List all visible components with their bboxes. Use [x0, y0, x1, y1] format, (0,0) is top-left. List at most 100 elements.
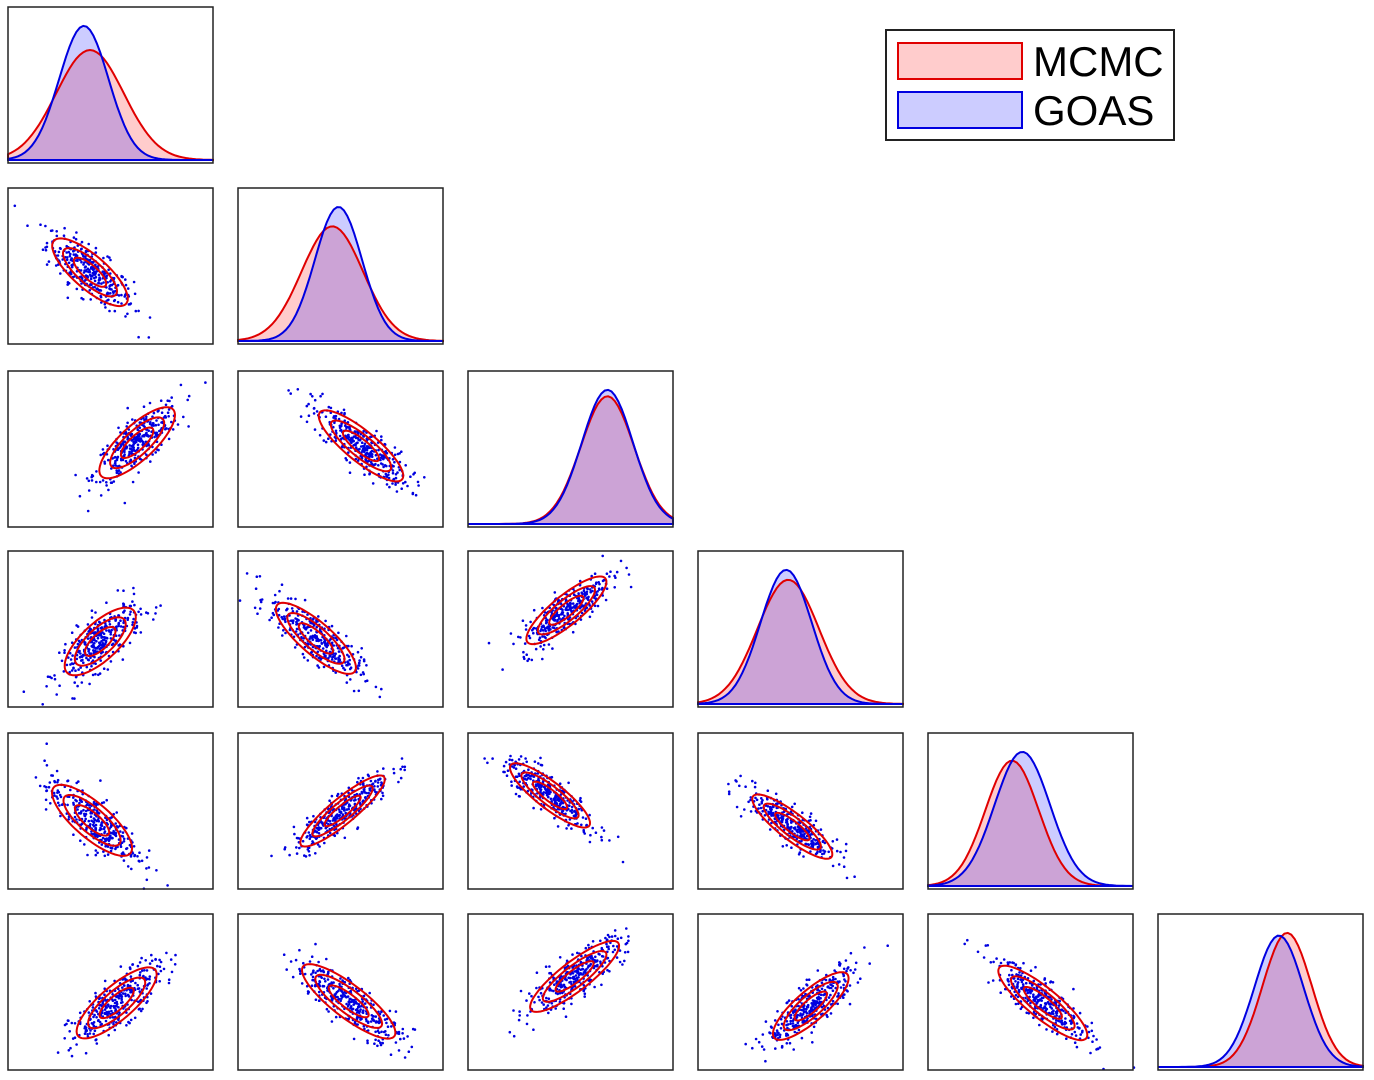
sample-point: [315, 410, 319, 413]
sample-point: [119, 1001, 123, 1004]
sample-point: [1038, 1023, 1041, 1027]
sample-point: [382, 767, 385, 770]
sample-point: [525, 778, 528, 781]
sample-point: [514, 775, 518, 778]
sample-point: [1006, 961, 1010, 964]
sample-point: [580, 591, 583, 594]
sample-point: [365, 679, 369, 682]
sample-point: [555, 980, 559, 983]
sample-point: [59, 247, 62, 250]
sample-point: [371, 1018, 375, 1022]
sample-point: [308, 837, 312, 841]
sample-point: [325, 957, 328, 961]
sample-point: [55, 234, 59, 238]
sample-point: [174, 953, 177, 957]
sample-point: [317, 615, 320, 618]
sample-point: [179, 383, 183, 387]
sample-point: [94, 662, 97, 665]
sample-point: [99, 659, 102, 662]
sample-point: [122, 621, 125, 625]
sample-point: [131, 600, 134, 603]
sample-point: [762, 1048, 766, 1051]
sample-point: [588, 604, 591, 607]
sample-point: [819, 993, 823, 997]
sample-point: [621, 860, 625, 864]
sample-point: [343, 809, 346, 812]
sample-point: [67, 261, 71, 265]
sample-point: [41, 703, 44, 706]
sample-point: [403, 768, 407, 772]
sample-point: [125, 1024, 128, 1027]
sample-point: [99, 494, 103, 497]
sample-point: [330, 658, 334, 661]
sample-point: [809, 812, 813, 815]
goas-density-line: [697, 568, 903, 705]
sample-point: [302, 961, 305, 965]
sample-point: [591, 610, 594, 613]
sample-point: [113, 1001, 117, 1005]
sample-point: [613, 934, 617, 938]
sample-point: [107, 629, 111, 632]
sample-point: [69, 272, 73, 276]
sample-point: [45, 685, 48, 688]
sample-point: [544, 619, 548, 623]
sample-point: [59, 795, 63, 799]
sample-point: [518, 780, 521, 784]
sample-point: [370, 1014, 374, 1017]
sample-point: [348, 658, 352, 662]
sample-point: [816, 845, 820, 849]
mcmc-density-fill: [698, 579, 903, 704]
sample-point: [380, 435, 383, 438]
sample-point: [87, 1011, 91, 1014]
sample-point: [547, 997, 551, 1000]
sample-point: [86, 509, 90, 513]
sample-point: [543, 787, 547, 791]
sample-point: [305, 816, 309, 820]
sample-point: [613, 574, 616, 578]
sample-point: [71, 264, 74, 267]
sample-point: [525, 773, 528, 777]
sample-point: [113, 998, 117, 1002]
sample-point: [778, 1035, 782, 1039]
sample-point: [779, 1017, 783, 1021]
sample-point: [67, 250, 71, 254]
sample-point: [844, 959, 848, 962]
sample-point: [98, 672, 102, 675]
pair-panel-5-2: [237, 732, 444, 890]
sample-point: [53, 794, 56, 797]
sample-point: [97, 273, 101, 277]
sample-point: [487, 641, 491, 645]
mcmc-contour-3: [274, 601, 357, 675]
sample-point: [128, 302, 132, 306]
sample-point: [93, 1029, 97, 1033]
sample-point: [380, 687, 383, 691]
sample-point: [300, 635, 303, 639]
sample-point: [374, 462, 377, 466]
sample-point: [332, 987, 335, 990]
sample-point: [502, 764, 506, 768]
sample-point: [844, 980, 847, 983]
sample-point: [776, 1010, 779, 1013]
sample-point: [577, 976, 580, 979]
sample-point: [125, 847, 128, 851]
sample-point: [76, 642, 80, 646]
sample-point: [581, 973, 585, 976]
sample-point: [356, 650, 360, 654]
sample-point: [75, 287, 79, 291]
sample-point: [122, 611, 125, 614]
sample-point: [318, 999, 321, 1002]
sample-point: [305, 420, 309, 424]
sample-point: [77, 639, 81, 643]
sample-point: [411, 492, 415, 496]
sample-point: [764, 1059, 767, 1063]
sample-point: [154, 612, 157, 615]
sample-point: [55, 693, 58, 696]
sample-point: [374, 790, 377, 794]
sample-point: [311, 978, 314, 982]
sample-point: [374, 779, 377, 783]
sample-point: [572, 593, 576, 596]
sample-point: [332, 425, 335, 429]
sample-point: [145, 856, 149, 859]
sample-point: [802, 1007, 806, 1011]
sample-point: [348, 471, 352, 475]
